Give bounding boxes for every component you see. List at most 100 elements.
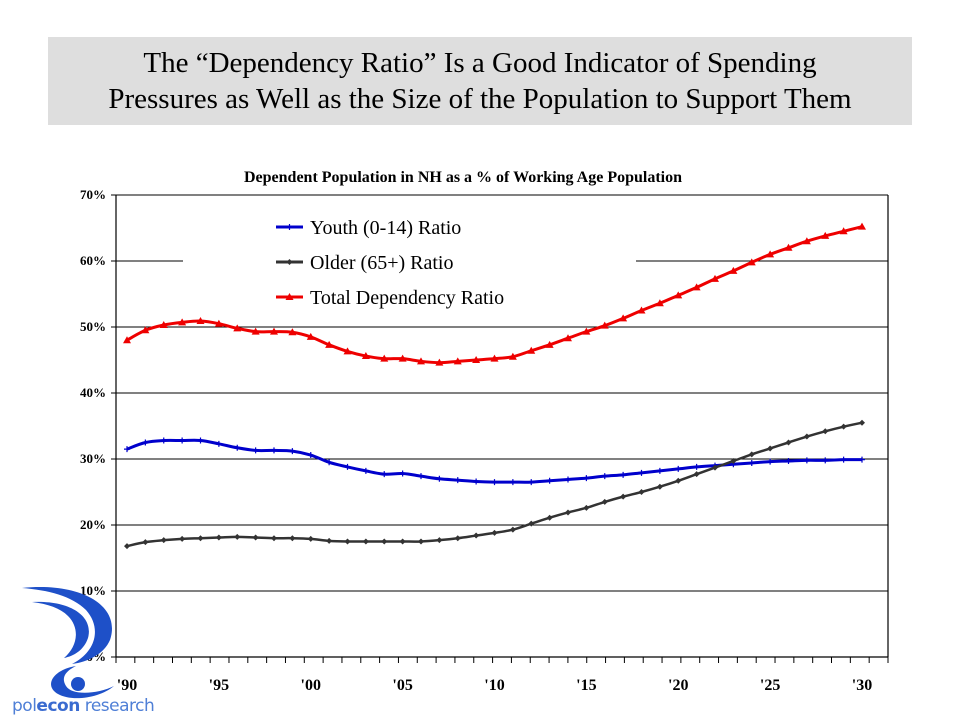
triangle-marker — [472, 356, 481, 363]
diamond-marker — [840, 423, 847, 430]
plus-marker — [748, 459, 755, 466]
triangle-marker — [527, 346, 536, 354]
plus-marker — [179, 437, 186, 444]
diamond-marker — [785, 439, 792, 446]
diamond-marker — [528, 520, 535, 527]
triangle-marker — [766, 250, 775, 258]
plus-marker — [142, 439, 149, 446]
x-tick-label: '15 — [576, 677, 596, 694]
plus-marker — [601, 473, 608, 480]
plus-marker — [565, 476, 571, 483]
axes — [115, 195, 889, 658]
plus-marker — [271, 447, 277, 454]
logo-text-pol: pol — [12, 696, 37, 716]
plus-marker — [326, 459, 333, 466]
plus-marker — [638, 469, 645, 476]
triangle-marker — [214, 319, 223, 327]
triangle-marker — [821, 231, 830, 239]
plus-marker — [859, 456, 865, 463]
y-tick-label: 40% — [80, 385, 106, 400]
slide-title-line-1: The “Dependency Ratio” Is a Good Indicat… — [143, 47, 817, 79]
x-axis-ticks: '90 '95 '00 '05 '10 '15 '20 '25 '30 — [115, 657, 889, 694]
plus-marker — [436, 475, 443, 482]
diamond-marker — [601, 498, 608, 505]
series-older-65-ratio — [124, 419, 865, 550]
slide-title-line-2: Pressures as Well as the Size of the Pop… — [108, 83, 852, 115]
chart-title: Dependent Population in NH as a % of Wor… — [244, 169, 682, 186]
plus-marker — [785, 457, 792, 464]
y-tick-label: 20% — [80, 517, 106, 532]
triangle-marker — [747, 258, 756, 266]
logo-text-research: research — [79, 696, 155, 716]
diamond-marker — [234, 533, 241, 540]
x-tick-label: '10 — [484, 677, 504, 694]
plus-marker — [381, 471, 388, 478]
series-group — [123, 222, 866, 550]
diamond-marker — [730, 457, 737, 464]
triangle-marker — [839, 227, 848, 235]
y-axis-ticks: 0%10%20%30%40%50%60%70% — [80, 187, 116, 664]
triangle-marker — [306, 332, 315, 340]
diamond-marker — [822, 428, 829, 435]
diamond-marker — [289, 535, 296, 542]
x-tick-label: '95 — [209, 677, 229, 694]
series-total-dependency-ratio — [123, 222, 866, 366]
triangle-marker — [270, 327, 278, 335]
plus-marker — [491, 479, 498, 486]
diamond-marker — [859, 419, 865, 426]
diamond-marker — [124, 543, 130, 550]
diamond-marker — [473, 532, 480, 539]
diamond-marker — [583, 504, 590, 511]
plus-marker — [362, 467, 369, 474]
legend-item: Youth (0-14) Ratio — [276, 217, 461, 239]
diamond-marker — [381, 538, 388, 545]
triangle-marker — [802, 237, 811, 245]
triangle-marker — [453, 357, 462, 365]
plus-marker — [234, 444, 241, 451]
diamond-marker — [656, 483, 663, 490]
diamond-marker — [638, 489, 645, 495]
diamond-marker — [142, 539, 149, 546]
plus-marker — [252, 447, 259, 454]
plus-marker — [656, 467, 663, 474]
triangle-marker — [141, 326, 150, 334]
triangle-marker — [380, 354, 389, 362]
triangle-marker — [655, 299, 664, 307]
triangle-marker — [398, 354, 407, 362]
diamond-marker — [748, 451, 755, 458]
plus-marker — [840, 456, 847, 463]
plus-marker — [124, 446, 130, 453]
triangle-marker — [711, 274, 719, 282]
x-tick-label: '30 — [852, 677, 872, 694]
legend-label: Older (65+) Ratio — [310, 252, 453, 274]
triangle-marker — [490, 354, 499, 362]
logo-text-econ: econ — [36, 696, 80, 716]
diamond-marker — [215, 534, 222, 541]
plus-marker — [822, 457, 829, 464]
x-tick-label: '90 — [117, 677, 137, 694]
triangle-marker — [784, 243, 793, 251]
diamond-marker — [286, 259, 293, 265]
plus-marker — [528, 479, 535, 486]
legend: Youth (0-14) Ratio Older (65+) Ratio Total… — [276, 217, 504, 309]
legend-box — [183, 210, 636, 316]
triangle-marker — [288, 328, 297, 336]
triangle-marker — [343, 347, 352, 355]
triangle-marker — [196, 317, 205, 325]
triangle-marker — [325, 340, 334, 348]
legend-item: Total Dependency Ratio — [276, 287, 504, 309]
plus-marker — [767, 458, 774, 465]
diamond-marker — [160, 537, 167, 544]
plus-marker — [675, 465, 682, 472]
plus-marker — [344, 463, 351, 470]
diamond-marker — [546, 514, 553, 521]
plus-marker — [399, 470, 406, 477]
triangle-marker — [564, 334, 572, 342]
legend-label: Youth (0-14) Ratio — [310, 217, 461, 239]
diamond-marker — [418, 538, 424, 545]
plus-marker — [803, 457, 810, 464]
diamond-marker — [362, 538, 369, 545]
diamond-marker — [454, 535, 461, 542]
triangle-marker — [508, 352, 517, 360]
